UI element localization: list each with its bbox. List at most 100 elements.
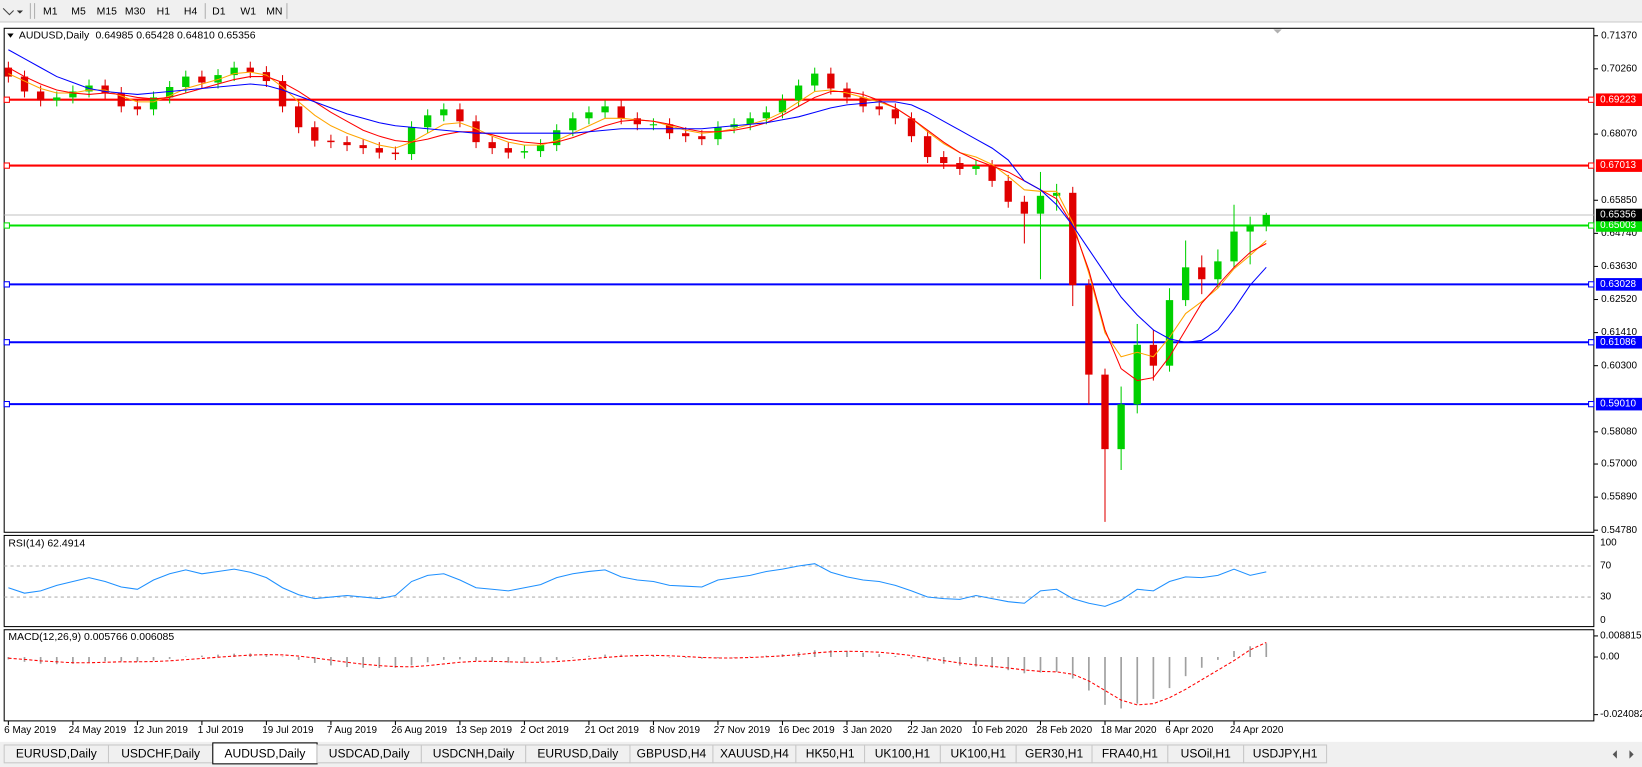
tab-label[interactable]: USDCNH,Daily: [433, 747, 515, 761]
level-handle: [1588, 339, 1595, 346]
macd-bar: [733, 657, 735, 658]
macd-bar: [1217, 657, 1219, 660]
candle-body: [343, 142, 351, 146]
candle-body: [4, 67, 13, 77]
macd-bar: [1104, 657, 1106, 705]
macd-bar: [926, 657, 929, 662]
macd-bar: [684, 657, 687, 658]
scroll-right[interactable]: [1629, 750, 1634, 759]
candle-body: [940, 157, 948, 164]
candle-body: [1069, 192, 1077, 286]
timeframe-button[interactable]: W1: [240, 6, 256, 17]
timeframe-button[interactable]: D1: [212, 6, 226, 17]
candle-body: [1181, 267, 1190, 301]
macd-bar: [410, 657, 413, 666]
macd-bar: [330, 657, 332, 666]
level-handle: [3, 339, 10, 346]
macd-tick-label: 0.00: [1600, 652, 1620, 663]
tab-label[interactable]: UK100,H1: [951, 747, 1007, 761]
tab-label[interactable]: USOil,H1: [1181, 747, 1231, 761]
x-tick-label: 7 Aug 2019: [327, 725, 378, 736]
tab-label[interactable]: FRA40,H1: [1102, 747, 1158, 761]
macd-bar: [491, 657, 494, 662]
macd-bar: [668, 657, 671, 658]
x-tick-label: 13 Sep 2019: [456, 725, 513, 736]
tab-label[interactable]: HK50,H1: [806, 747, 855, 761]
tab-label[interactable]: USDJPY,H1: [1253, 747, 1318, 761]
tab-label[interactable]: AUDUSD,Daily: [225, 747, 306, 761]
macd-bar: [991, 657, 993, 668]
macd-bar: [120, 657, 123, 662]
candle-body: [1133, 344, 1141, 405]
tab-label[interactable]: USDCHF,Daily: [121, 747, 200, 761]
macd-bar: [1249, 646, 1251, 658]
tab[interactable]: [1243, 744, 1328, 764]
candle-body: [569, 118, 577, 131]
level-label-box: [1595, 93, 1642, 107]
candle-body: [327, 140, 335, 143]
tab-label[interactable]: XAUUSD,H4: [720, 747, 789, 761]
x-tick-label: 27 Nov 2019: [714, 725, 771, 736]
macd-bar: [571, 657, 574, 658]
timeframe-button[interactable]: H4: [184, 6, 198, 17]
macd-bar: [652, 655, 655, 658]
candle-body: [456, 109, 464, 122]
macd-bar: [1007, 657, 1010, 671]
candle-body: [682, 133, 690, 137]
menu-arrow[interactable]: [7, 33, 14, 38]
rsi-tick-label: 0: [1600, 615, 1606, 626]
macd-title: MACD(12,26,9) 0.005766 0.006085: [8, 632, 174, 643]
cursor-icon[interactable]: [2, 8, 14, 16]
candle-body: [391, 152, 400, 155]
timeframe-button[interactable]: M1: [43, 6, 58, 17]
x-tick-label: 22 Jan 2020: [907, 725, 962, 736]
macd-bar: [313, 657, 316, 663]
candle-body: [1117, 404, 1125, 450]
tab-label[interactable]: GER30,H1: [1025, 747, 1083, 761]
shift-marker: [1273, 29, 1282, 34]
x-tick-label: 16 Dec 2019: [778, 725, 835, 736]
timeframe-button[interactable]: MN: [266, 6, 282, 17]
candle-body: [440, 109, 448, 116]
candle-body: [1020, 201, 1029, 214]
timeframe-button[interactable]: H1: [157, 6, 171, 17]
level-handle: [3, 96, 10, 103]
candle-body: [891, 109, 900, 119]
macd-bar: [184, 656, 187, 658]
tab-label[interactable]: EURUSD,Daily: [537, 747, 618, 761]
tab-label[interactable]: GBPUSD,H4: [637, 747, 707, 761]
candle-body: [133, 106, 142, 110]
candle-body: [875, 106, 883, 110]
timeframe-button[interactable]: M30: [125, 6, 146, 17]
macd-bar: [168, 657, 171, 659]
level-handle: [3, 400, 10, 408]
candle-body: [988, 165, 996, 181]
tab-label[interactable]: EURUSD,Daily: [16, 747, 97, 761]
candle-body: [504, 148, 512, 153]
candle-body: [53, 97, 61, 101]
candle-body: [714, 127, 722, 140]
candle-body: [698, 136, 706, 140]
macd-bar: [426, 657, 429, 663]
macd-bar: [394, 657, 397, 668]
macd-bar: [523, 657, 526, 663]
timeframe-button[interactable]: M5: [71, 6, 86, 17]
level-label: 0.63028: [1600, 279, 1636, 290]
x-tick-label: 3 Jan 2020: [843, 725, 893, 736]
price-label: 0.68070: [1601, 129, 1637, 140]
dropdown-icon[interactable]: [16, 10, 24, 14]
timeframe-button[interactable]: M15: [97, 6, 118, 17]
scroll-left[interactable]: [1612, 750, 1617, 759]
level-label: 0.65003: [1600, 220, 1636, 231]
tab-label[interactable]: USDCAD,Daily: [329, 747, 410, 761]
macd-bar: [55, 657, 58, 665]
macd-bar: [1088, 657, 1090, 691]
candle-body: [1165, 300, 1174, 366]
macd-bar: [894, 656, 897, 658]
macd-bar: [1152, 657, 1155, 699]
tab-label[interactable]: UK100,H1: [875, 747, 931, 761]
main-header: AUDUSD,Daily 0.64985 0.65428 0.64810 0.65…: [19, 30, 256, 41]
symbol-title: AUDUSD,Daily: [19, 30, 90, 41]
candle-body: [1004, 180, 1012, 202]
